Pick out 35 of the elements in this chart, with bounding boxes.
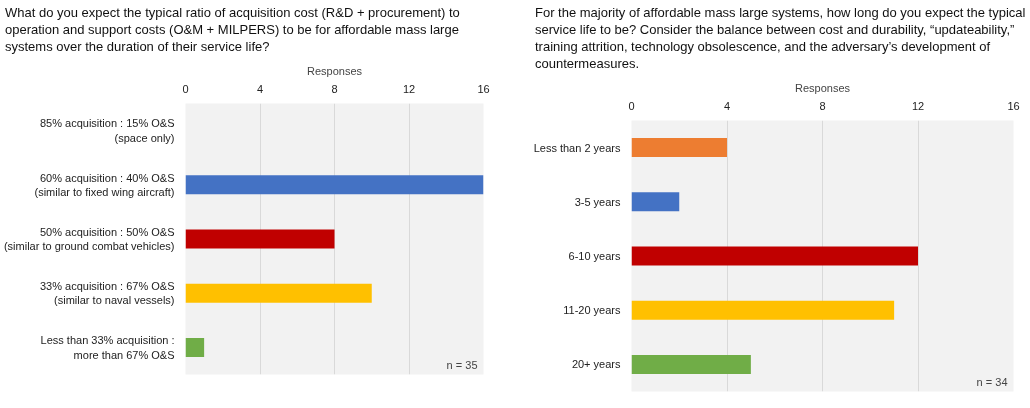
chart-title: For the majority of affordable mass large systems, how long do you expect the typical service life to be? Consider the balance between cost and durability, “updateability,” training attrition, technology obsolescence, and the adversary’s development of countermeasures.	[535, 5, 1027, 73]
x-tick-label: 4	[723, 99, 731, 112]
y-tick-label: Less than 2 years	[533, 141, 621, 154]
x-tick-label: 12	[911, 99, 925, 112]
x-tick-label: 0	[182, 82, 189, 95]
y-tick-label: 6-10 years	[568, 249, 621, 262]
bar	[185, 337, 205, 357]
bar	[185, 283, 372, 303]
bar	[631, 354, 751, 374]
x-tick-label: 8	[331, 82, 338, 95]
y-tick-label: 85% acquisition : 15% O&S (space only)	[39, 117, 175, 144]
x-tick-label: 12	[402, 82, 416, 95]
annotation: n = 34	[976, 375, 1008, 388]
x-tick-label: 16	[477, 82, 490, 95]
chart-title: What do you expect the typical ratio of acquisition cost (R&D + procurement) to operation and support costs (O&M + MILPERS) to be for affordable mass large systems over the duration of their service life?	[5, 5, 461, 56]
y-tick-label: Less than 33% acquisition : more than 67% O&S	[40, 333, 175, 361]
y-tick-label: 11-20 years	[563, 303, 621, 316]
y-tick-label: 20+ years	[571, 357, 621, 370]
x-axis-title: Responses	[306, 64, 363, 77]
bar	[185, 229, 335, 249]
bar	[631, 300, 895, 320]
x-tick-label: 8	[819, 99, 826, 112]
y-tick-label: 60% acquisition : 40% O&S (similar to fixed wing aircraft)	[34, 171, 175, 198]
y-tick-label: 33% acquisition : 67% O&S (similar to naval vessels)	[39, 279, 175, 307]
x-axis-title: Responses	[794, 81, 851, 94]
annotation: n = 35	[446, 358, 478, 371]
y-tick-label: 50% acquisition : 50% O&S (similar to ground combat vehicles)	[3, 225, 175, 252]
x-tick-label: 4	[256, 82, 264, 95]
bar	[631, 137, 727, 157]
bar	[631, 246, 918, 266]
bar	[631, 191, 680, 211]
x-tick-label: 0	[628, 99, 635, 112]
bar	[185, 174, 484, 194]
x-tick-label: 16	[1007, 99, 1020, 112]
y-tick-label: 3-5 years	[574, 195, 621, 208]
